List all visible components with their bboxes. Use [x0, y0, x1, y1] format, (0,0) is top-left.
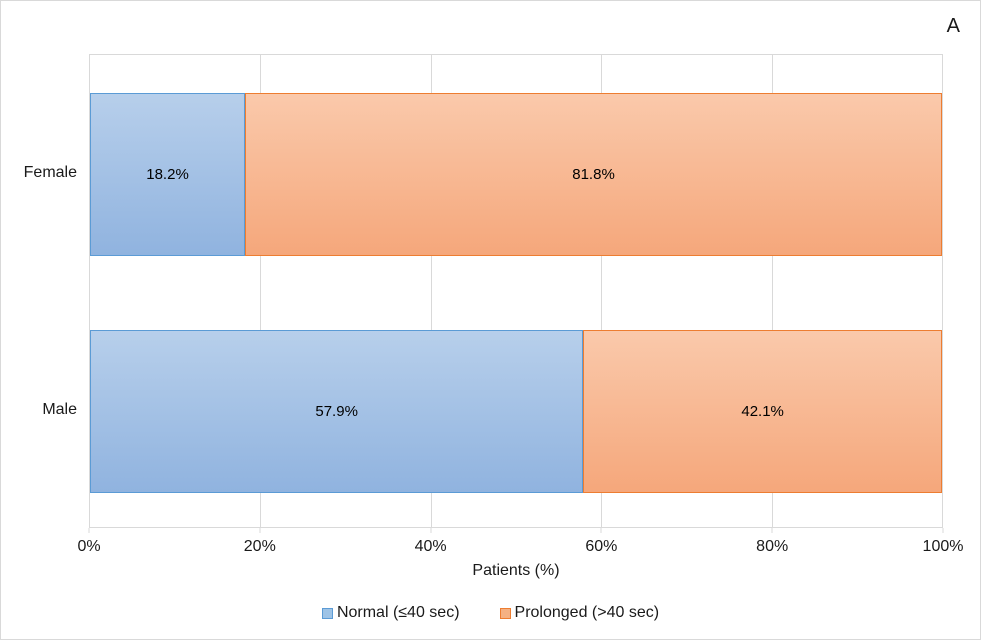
x-axis-title: Patients (%): [472, 562, 560, 579]
plot-area: 18.2% 81.8% 57.9% 42.1%: [89, 54, 943, 528]
gridline-20: [260, 55, 262, 527]
legend-label-normal: Normal (≤40 sec): [336, 604, 460, 621]
bar-segment-female-prolonged: 81.8%: [245, 93, 942, 256]
gridline-60: [601, 55, 603, 527]
x-axis-ticks: [88, 528, 944, 534]
tick-mark: [600, 528, 602, 533]
x-tick-label-80: 80%: [756, 538, 789, 555]
legend-item-prolonged: Prolonged (>40 sec): [499, 604, 660, 622]
category-label-male: Male: [42, 401, 77, 418]
legend-item-normal: Normal (≤40 sec): [321, 604, 460, 622]
data-label-male-prolonged: 42.1%: [741, 403, 784, 420]
legend-swatch-normal-icon: [321, 607, 333, 619]
data-label-female-normal: 18.2%: [146, 166, 189, 183]
tick-mark: [430, 528, 432, 533]
x-tick-label-40: 40%: [414, 538, 447, 555]
x-tick-label-100: 100%: [922, 538, 964, 555]
panel-label: A: [946, 15, 960, 37]
x-axis-labels: 0% 20% 40% 60% 80% 100%: [77, 538, 963, 556]
category-label-female: Female: [23, 164, 77, 181]
tick-mark: [771, 528, 773, 533]
bar-segment-male-normal: 57.9%: [90, 330, 584, 493]
x-tick-label-20: 20%: [243, 538, 276, 555]
legend-label-prolonged: Prolonged (>40 sec): [514, 604, 660, 621]
bar-segment-female-normal: 18.2%: [90, 93, 246, 256]
tick-mark: [942, 528, 944, 533]
tick-mark: [259, 528, 261, 533]
bar-segment-male-prolonged: 42.1%: [583, 330, 942, 493]
gridline-80: [771, 55, 773, 527]
x-tick-label-60: 60%: [585, 538, 618, 555]
x-tick-label-0: 0%: [77, 538, 101, 555]
gridline-40: [430, 55, 432, 527]
bar-female: 18.2% 81.8%: [90, 93, 942, 256]
bar-male: 57.9% 42.1%: [90, 330, 942, 493]
legend-swatch-prolonged-icon: [499, 607, 511, 619]
data-label-male-normal: 57.9%: [315, 403, 358, 420]
tick-mark: [88, 528, 90, 533]
data-label-female-prolonged: 81.8%: [572, 166, 615, 183]
legend: Normal (≤40 sec) Prolonged (>40 sec): [1, 604, 980, 622]
